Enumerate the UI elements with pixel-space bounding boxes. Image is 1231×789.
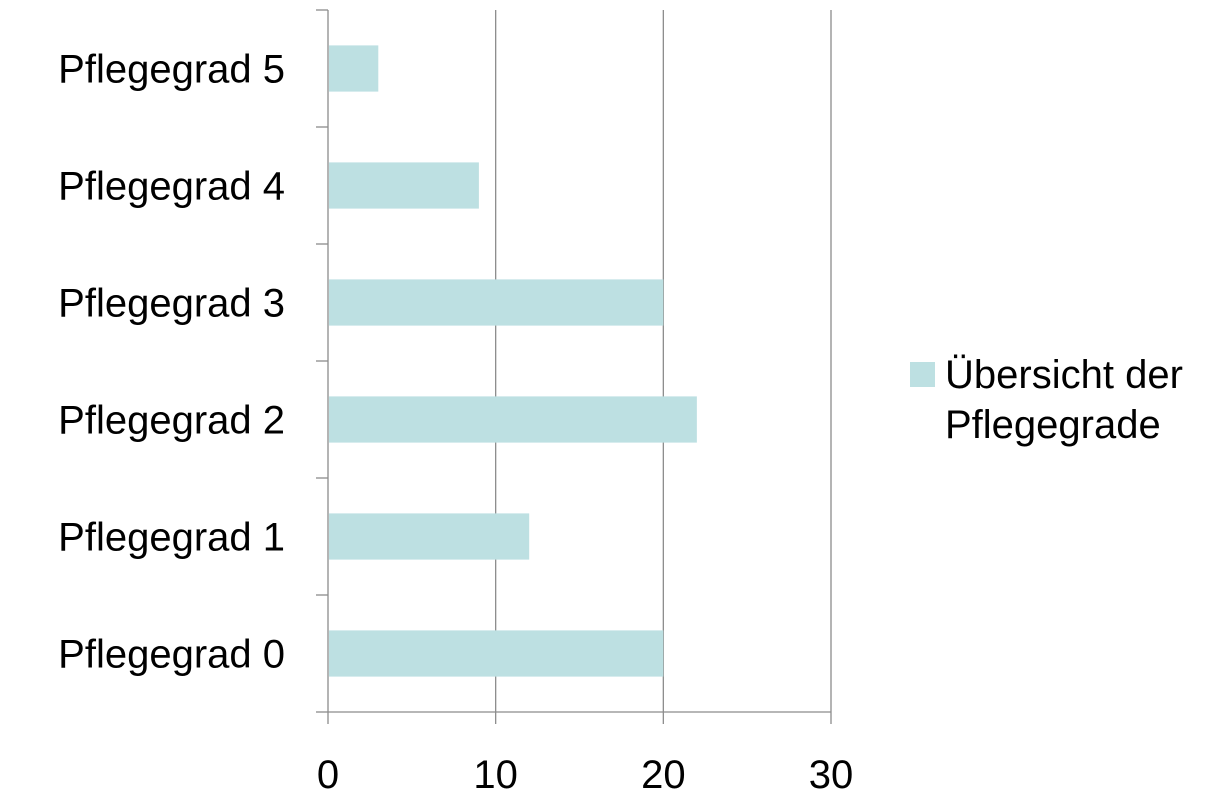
legend-word-1: Übersicht bbox=[945, 353, 1114, 397]
category-label: Pflegegrad 0 bbox=[58, 633, 285, 677]
category-label: Pflegegrad 4 bbox=[58, 165, 285, 209]
x-tick-label: 0 bbox=[317, 753, 339, 789]
gridlines bbox=[495, 10, 832, 712]
category-label: Pflegegrad 1 bbox=[58, 516, 285, 560]
x-tick-label: 30 bbox=[809, 753, 854, 789]
bar bbox=[329, 513, 530, 560]
axes bbox=[316, 9, 832, 724]
bar bbox=[329, 396, 697, 443]
x-tick-label: 20 bbox=[641, 753, 686, 789]
x-tick-label: 10 bbox=[473, 753, 518, 789]
x-tick-labels: 0 10 20 30 bbox=[317, 753, 853, 789]
bar bbox=[329, 630, 664, 677]
legend-word-2: der bbox=[1125, 353, 1183, 397]
category-labels: Pflegegrad 0 Pflegegrad 1 Pflegegrad 2 Pfle… bbox=[58, 48, 285, 677]
legend-label-line-1: Übersicht der bbox=[945, 353, 1183, 397]
category-label: Pflegegrad 2 bbox=[58, 399, 285, 443]
legend-label-line-2: Pflegegrade bbox=[945, 403, 1161, 447]
category-label: Pflegegrad 5 bbox=[58, 48, 285, 92]
bars bbox=[329, 45, 697, 677]
bar bbox=[329, 162, 479, 209]
category-label: Pflegegrad 3 bbox=[58, 282, 285, 326]
legend: Übersicht der Pflegegrade bbox=[910, 353, 1183, 447]
bar bbox=[329, 45, 379, 92]
bar bbox=[329, 279, 664, 326]
legend-swatch bbox=[910, 362, 935, 387]
